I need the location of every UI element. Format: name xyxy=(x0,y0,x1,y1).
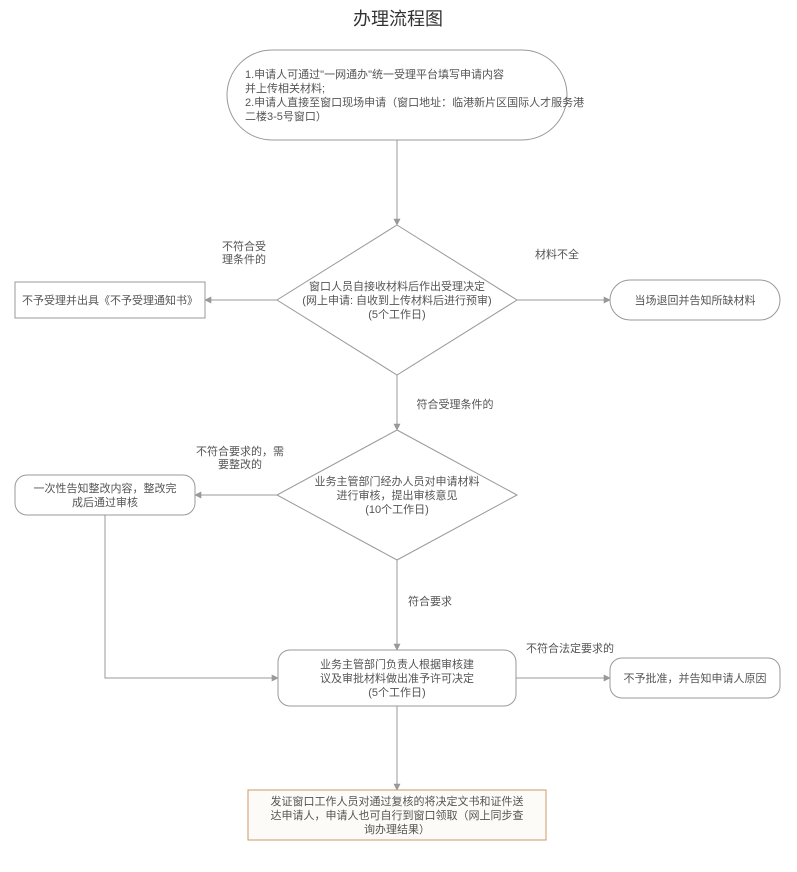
svg-text:达申请人，申请人也可自行到窗口领取（网上同步查: 达申请人，申请人也可自行到窗口领取（网上同步查 xyxy=(271,808,524,822)
svg-text:当场退回并告知所缺材料: 当场退回并告知所缺材料 xyxy=(635,293,756,307)
svg-text:1.申请人可通过"一网通办"统一受理平台填写申请内容: 1.申请人可通过"一网通办"统一受理平台填写申请内容 xyxy=(245,67,504,81)
svg-text:二楼3-5号窗口）: 二楼3-5号窗口） xyxy=(245,109,327,123)
svg-text:一次性告知整改内容，整改完: 一次性告知整改内容，整改完 xyxy=(34,481,177,495)
flowchart-title: 办理流程图 xyxy=(353,9,443,29)
svg-text:2.申请人直接至窗口现场申请（窗口地址：临港新片区国际人才服: 2.申请人直接至窗口现场申请（窗口地址：临港新片区国际人才服务港 xyxy=(245,95,584,109)
svg-text:(网上申请: 自收到上传材料后进行预审): (网上申请: 自收到上传材料后进行预审) xyxy=(302,293,491,307)
edge-label-e2: 不符合受 xyxy=(222,239,266,253)
svg-text:不予批准，并告知申请人原因: 不予批准，并告知申请人原因 xyxy=(624,671,767,685)
svg-text:业务主管部门负责人根据审核建: 业务主管部门负责人根据审核建 xyxy=(320,657,474,671)
svg-text:(5个工作日): (5个工作日) xyxy=(368,308,425,321)
edge-label-e7: 不符合法定要求的 xyxy=(526,641,614,655)
svg-text:窗口人员自接收材料后作出受理决定: 窗口人员自接收材料后作出受理决定 xyxy=(309,279,485,293)
edge-label-e2: 理条件的 xyxy=(222,252,266,266)
svg-text:并上传相关材料;: 并上传相关材料; xyxy=(245,81,325,95)
svg-text:议及审批材料做出准予许可决定: 议及审批材料做出准予许可决定 xyxy=(320,671,474,685)
svg-text:发证窗口工作人员对通过复核的将决定文书和证件送: 发证窗口工作人员对通过复核的将决定文书和证件送 xyxy=(271,794,524,808)
edge-label-e6: 符合要求 xyxy=(408,594,452,608)
svg-text:询办理结果）: 询办理结果） xyxy=(364,823,430,836)
svg-text:进行审核，提出审核意见: 进行审核，提出审核意见 xyxy=(337,488,458,502)
svg-text:不予受理并出具《不予受理通知书》: 不予受理并出具《不予受理通知书》 xyxy=(22,293,198,307)
edge-label-e4: 符合受理条件的 xyxy=(417,397,494,411)
edge-label-e5: 要整改的 xyxy=(218,457,262,471)
svg-text:业务主管部门经办人员对申请材料: 业务主管部门经办人员对申请材料 xyxy=(315,474,480,488)
edge-label-e5: 不符合要求的，需 xyxy=(196,444,284,458)
edge-e9 xyxy=(105,515,278,678)
svg-text:(5个工作日): (5个工作日) xyxy=(368,686,425,699)
node-start xyxy=(227,50,567,140)
edge-label-e3: 材料不全 xyxy=(535,247,579,261)
svg-text:成后通过审核: 成后通过审核 xyxy=(72,495,138,509)
svg-text:(10个工作日): (10个工作日) xyxy=(365,503,429,516)
node-rectify xyxy=(15,475,195,515)
flowchart-diagram: 办理流程图 1.申请人可通过"一网通办"统一受理平台填写申请内容 并上传相关材料;… xyxy=(0,0,797,867)
